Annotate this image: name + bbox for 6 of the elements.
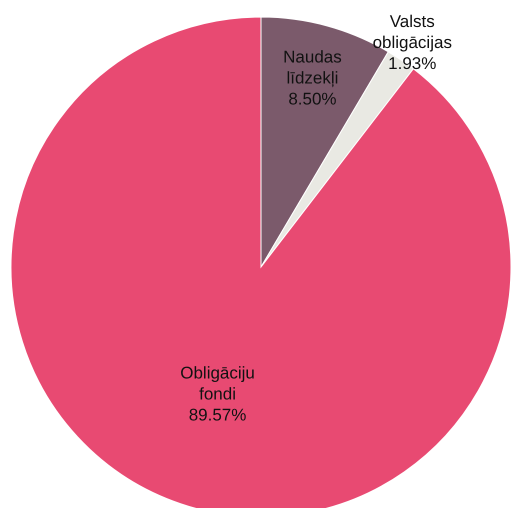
- data-label: 1.93%: [388, 54, 436, 73]
- slice-label: Naudas līdzekļi: [283, 47, 342, 88]
- data-label: 8.50%: [288, 89, 337, 108]
- data-label: 89.57%: [188, 405, 246, 424]
- slice-label: Valsts obligācijas: [372, 12, 452, 52]
- slice-label: Obligāciju fondi: [180, 363, 255, 404]
